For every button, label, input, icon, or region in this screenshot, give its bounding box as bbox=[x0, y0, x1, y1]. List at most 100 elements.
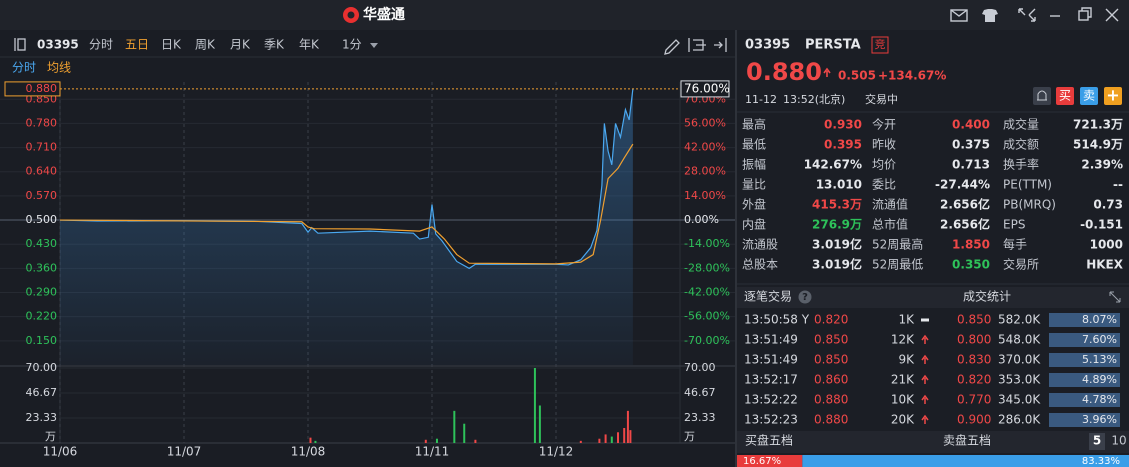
period-tab[interactable]: 五日 bbox=[125, 38, 149, 52]
stat-label: 委比 bbox=[872, 178, 896, 192]
series-line bbox=[59, 143, 634, 265]
stat-value: -27.44% bbox=[935, 178, 990, 192]
y-tick-label: 46.67 bbox=[26, 386, 58, 399]
trade-price: 0.880 bbox=[814, 393, 848, 407]
sell-button[interactable] bbox=[1080, 87, 1098, 105]
stat-label: 均价 bbox=[872, 158, 896, 172]
add-button-label[interactable]: + bbox=[1106, 86, 1119, 105]
level-option[interactable]: 5 bbox=[1093, 434, 1101, 448]
period-tabs[interactable]: 分时 五日 日K 周K 月K 季K 年K bbox=[89, 38, 320, 52]
export-icon[interactable] bbox=[688, 38, 706, 52]
current-price-label: 0.880 bbox=[26, 82, 58, 95]
deal-stats-tab[interactable]: 成交统计 bbox=[963, 289, 1011, 304]
stat-value: 0.930 bbox=[824, 118, 862, 132]
y-tick-label: 0.780 bbox=[26, 116, 58, 129]
period-tab[interactable]: 年K bbox=[299, 38, 320, 52]
stat-value: -- bbox=[1113, 178, 1123, 192]
ratio-label: 83.33% bbox=[1082, 456, 1120, 467]
stat-label: 总市值 bbox=[872, 217, 908, 232]
restore-icon[interactable] bbox=[1081, 7, 1092, 18]
stat-label: 交易所 bbox=[1003, 257, 1039, 272]
stat-value: 0.713 bbox=[952, 158, 990, 172]
stat-label: 每手 bbox=[1003, 237, 1027, 252]
period-tab[interactable]: 周K bbox=[195, 38, 216, 52]
trade-price: 0.860 bbox=[814, 373, 848, 387]
draw-icon[interactable] bbox=[664, 39, 680, 55]
help-icon[interactable] bbox=[798, 290, 812, 304]
up-arrow bbox=[921, 374, 929, 384]
alert-button[interactable] bbox=[1033, 87, 1051, 105]
y-tick-label: 70.00 bbox=[26, 361, 58, 374]
stat-label: 昨收 bbox=[872, 138, 896, 152]
stat-value: 514.9万 bbox=[1073, 138, 1123, 152]
buy-button-label[interactable]: 买 bbox=[1059, 89, 1071, 103]
stat-value: 142.67% bbox=[804, 158, 862, 172]
y2-tick-label: 0.00% bbox=[684, 213, 719, 226]
period-tab[interactable]: 月K bbox=[230, 38, 251, 52]
y-tick-label: 0.430 bbox=[26, 237, 58, 250]
x-tick-label: 11/08 bbox=[291, 445, 326, 459]
stat-label: 最高 bbox=[742, 117, 766, 132]
help-icon-text[interactable]: ? bbox=[802, 292, 808, 303]
restore-icon[interactable] bbox=[1078, 10, 1089, 21]
y-tick-label: 46.67 bbox=[684, 386, 716, 399]
interval-select[interactable]: 1分 bbox=[342, 38, 362, 52]
x-tick-label: 11/06 bbox=[43, 445, 78, 459]
current-price-box bbox=[4, 81, 61, 97]
y2-tick-label: -56.00% bbox=[684, 310, 730, 323]
volume-bar bbox=[538, 405, 541, 443]
collapse-icon[interactable] bbox=[714, 38, 727, 52]
trade-volume: 1K bbox=[898, 313, 915, 327]
skin-icon[interactable] bbox=[982, 9, 998, 22]
sell-button-label[interactable]: 卖 bbox=[1083, 89, 1095, 103]
period-tab[interactable]: 季K bbox=[264, 38, 285, 52]
x-tick-label: 11/11 bbox=[415, 445, 450, 459]
period-tab[interactable]: 分时 bbox=[89, 38, 113, 52]
chart-tools[interactable] bbox=[664, 38, 727, 55]
trade-time: 13:52:23 bbox=[744, 413, 798, 427]
stat-label: 最低 bbox=[742, 138, 766, 152]
quote-code: 03395 bbox=[745, 38, 790, 53]
stat-label: 成交量 bbox=[1003, 117, 1039, 132]
y-tick-label: 0.570 bbox=[26, 189, 58, 202]
period-tab[interactable]: 日K bbox=[161, 38, 182, 52]
stat-value: 2.656亿 bbox=[940, 217, 990, 232]
stat-label: 振幅 bbox=[742, 157, 766, 172]
close-icon[interactable] bbox=[1105, 8, 1119, 22]
mail-icon[interactable] bbox=[950, 9, 968, 17]
buy-button[interactable] bbox=[1056, 87, 1074, 105]
stat-value: 415.3万 bbox=[812, 198, 862, 212]
stat-value: 721.3万 bbox=[1073, 118, 1123, 132]
expand-icon[interactable] bbox=[1109, 291, 1121, 303]
stat-value: 2.656亿 bbox=[940, 197, 990, 212]
level-toggle-active[interactable] bbox=[1089, 433, 1105, 450]
add-button[interactable] bbox=[1104, 87, 1122, 105]
window-controls[interactable] bbox=[950, 7, 1119, 22]
level-option[interactable]: 10 bbox=[1111, 434, 1126, 448]
flat-mark bbox=[921, 318, 929, 322]
trade-volume: 12K bbox=[891, 333, 915, 347]
price-area bbox=[60, 88, 633, 365]
trade-time: 13:52:22 bbox=[744, 393, 798, 407]
bell-icon[interactable] bbox=[1037, 90, 1047, 101]
compact-icon[interactable] bbox=[1018, 8, 1036, 22]
order-ratio: 16.67% 83.33% bbox=[737, 455, 1129, 467]
y-tick-label: 0.710 bbox=[26, 141, 58, 154]
current-change-label: 76.00% bbox=[684, 81, 730, 95]
stat-share: 7.60% bbox=[1082, 333, 1117, 346]
legend-label[interactable]: 分时 bbox=[12, 61, 36, 75]
dropdown-arrow[interactable] bbox=[370, 43, 378, 48]
stat-label: EPS bbox=[1003, 218, 1025, 232]
mail-icon[interactable] bbox=[950, 9, 968, 22]
volume-unit: 万 bbox=[684, 430, 695, 443]
stat-volume: 370.0K bbox=[998, 353, 1041, 367]
bid-title: 买盘五档 bbox=[745, 433, 793, 448]
stat-share: 5.13% bbox=[1082, 353, 1117, 366]
share-box bbox=[1049, 353, 1120, 367]
trades-tab[interactable]: 逐笔交易 bbox=[744, 289, 792, 304]
sidebar-toggle[interactable] bbox=[14, 38, 26, 51]
legend-label[interactable]: 均线 bbox=[47, 61, 71, 75]
stat-volume: 286.0K bbox=[998, 413, 1041, 427]
share-box bbox=[1049, 413, 1120, 427]
